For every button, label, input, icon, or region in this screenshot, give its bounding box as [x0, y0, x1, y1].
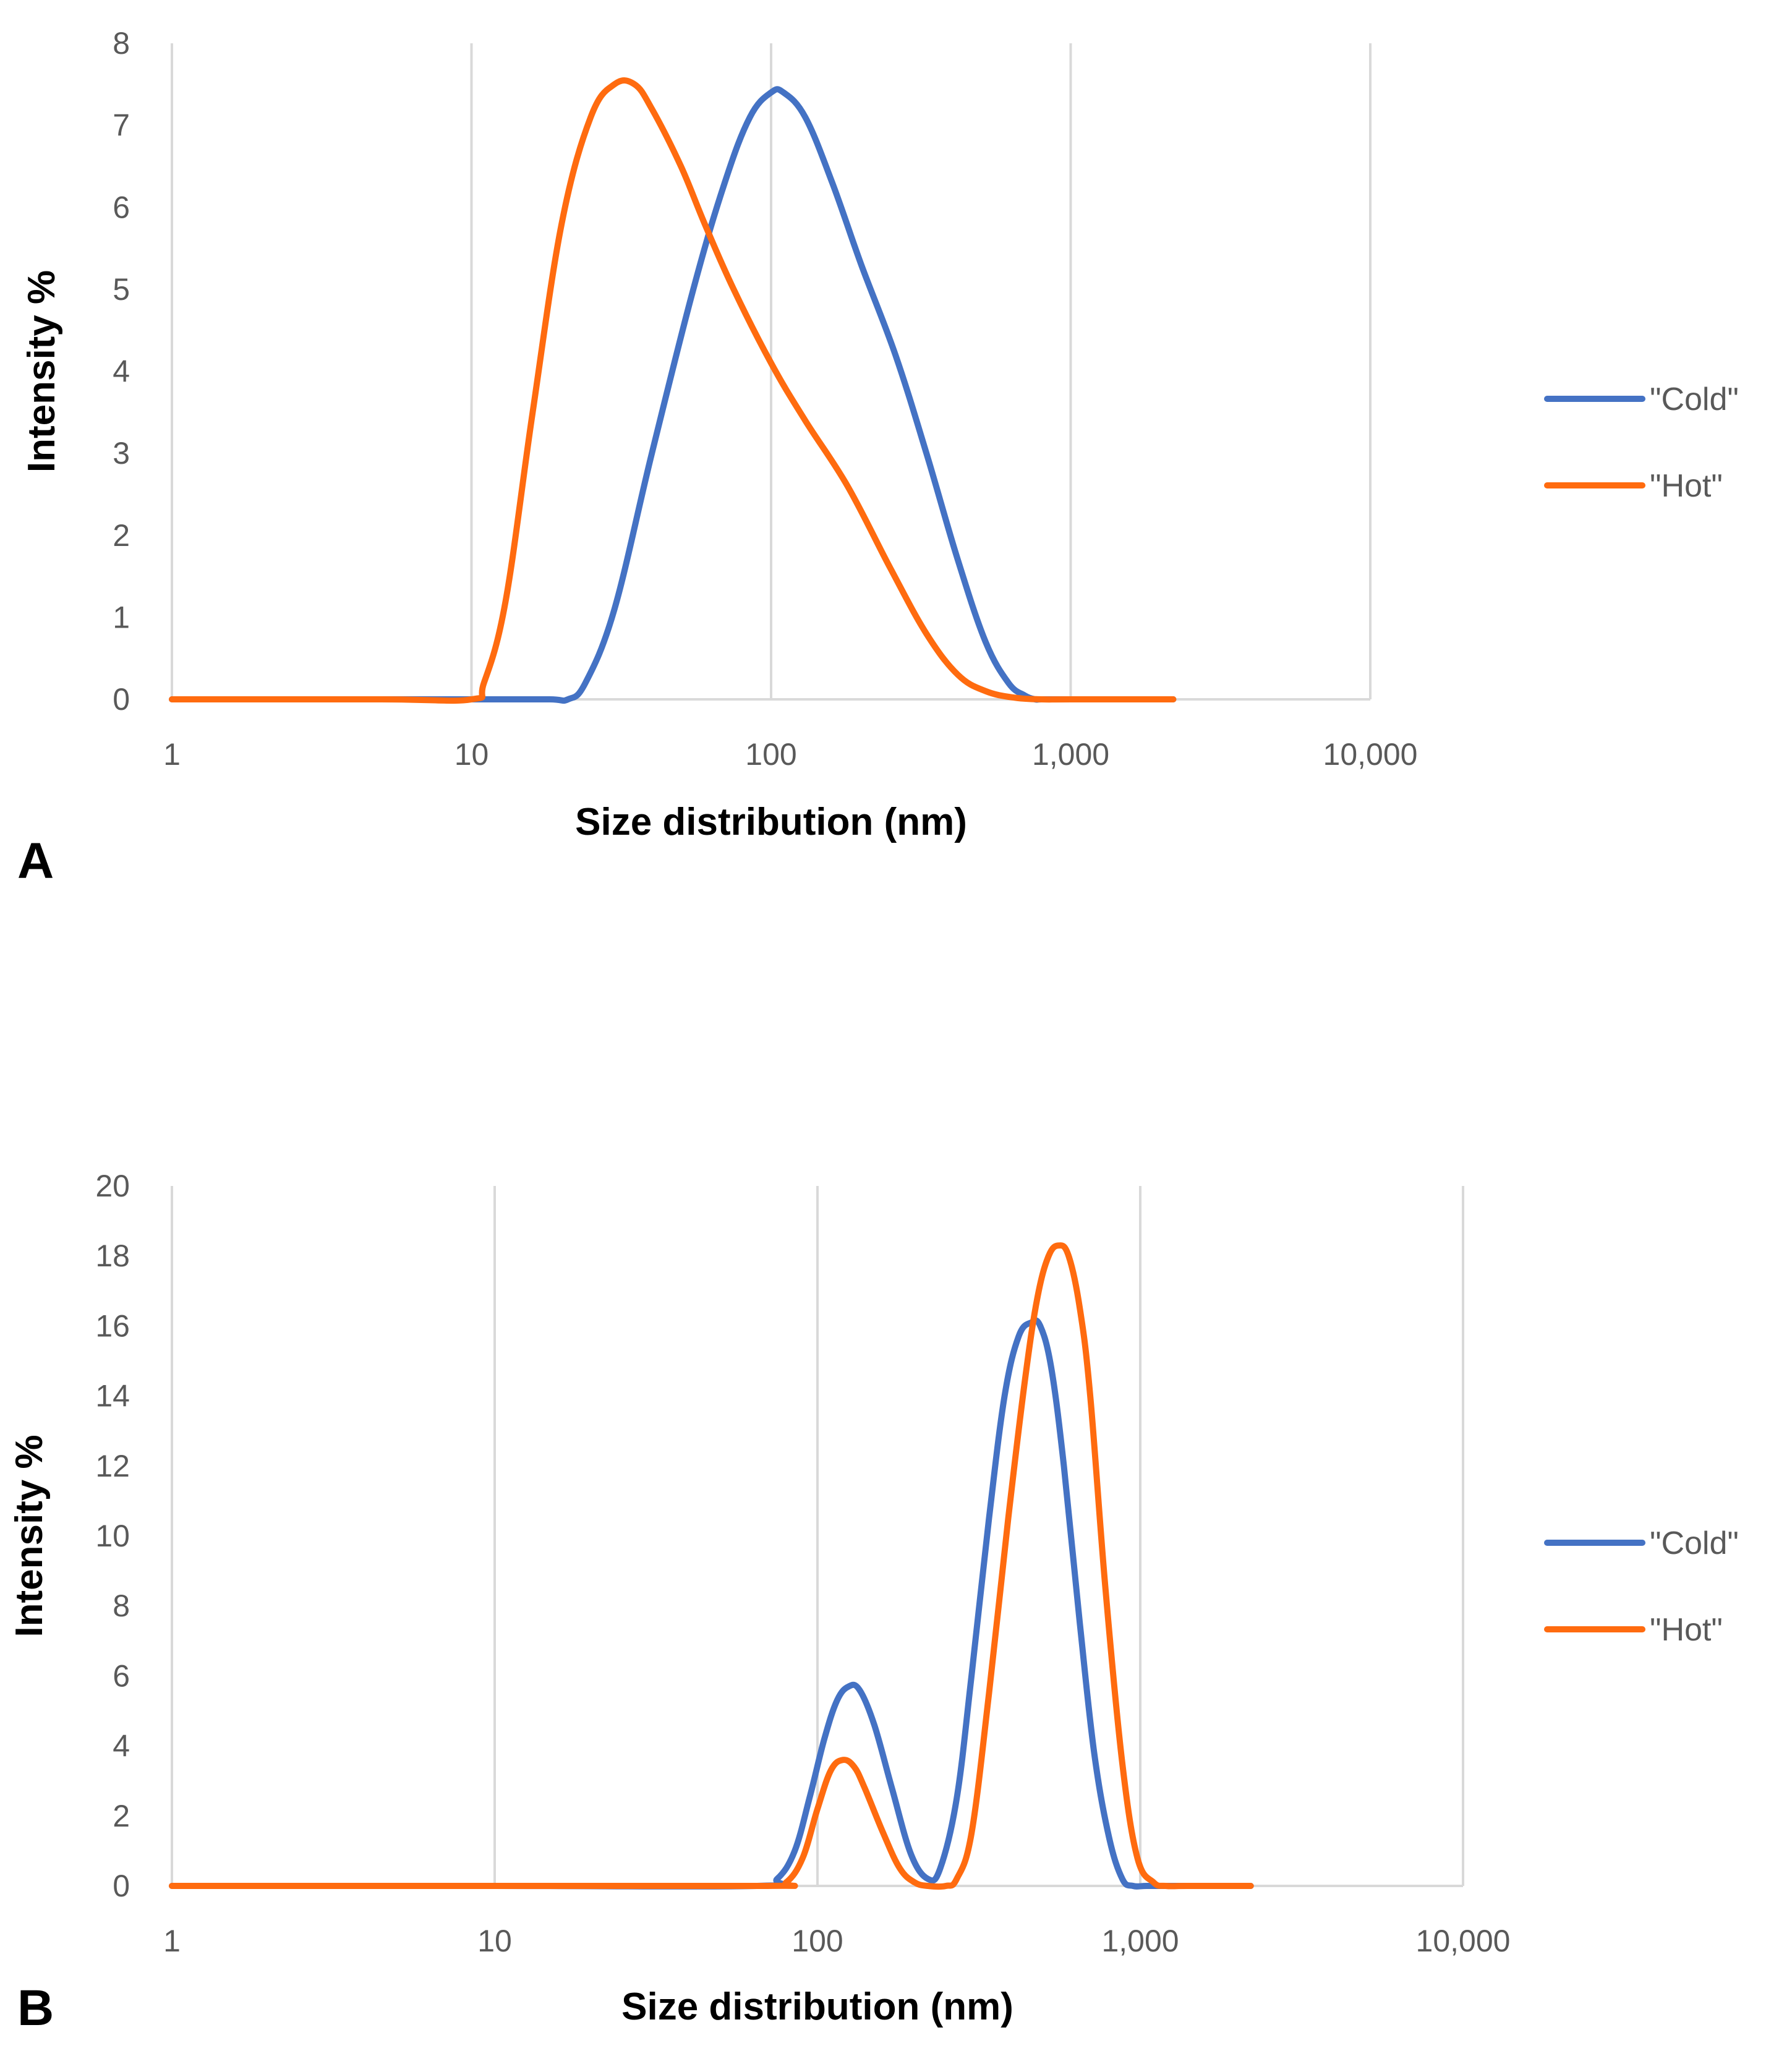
y-tick-label: 2	[113, 1799, 130, 1833]
series-line-hot	[169, 1242, 1254, 1890]
y-tick-label: 14	[95, 1379, 130, 1414]
y-tick-label: 8	[113, 26, 130, 61]
legend-label-cold: "Cold"	[1650, 1525, 1739, 1561]
y-tick-label: 2	[113, 518, 130, 553]
legend-label-hot: "Hot"	[1650, 1612, 1723, 1648]
y-tick-label: 16	[95, 1308, 130, 1343]
x-tick-label: 10,000	[1416, 1924, 1511, 1958]
panel-label: A	[17, 833, 54, 889]
y-tick-label: 12	[95, 1449, 130, 1483]
legend-label-hot: "Hot"	[1650, 468, 1723, 504]
x-tick-label: 10	[454, 737, 489, 772]
x-tick-label: 1,000	[1032, 737, 1109, 772]
legend-label-cold: "Cold"	[1650, 382, 1739, 417]
panel-label: B	[17, 1980, 54, 2036]
y-tick-label: 3	[113, 436, 130, 471]
y-tick-label: 4	[113, 1729, 130, 1763]
x-axis-title: Size distribution (nm)	[575, 801, 967, 843]
x-tick-label: 1	[163, 1924, 181, 1958]
y-tick-label: 8	[113, 1589, 130, 1623]
x-tick-label: 10,000	[1323, 737, 1418, 772]
y-tick-label: 0	[113, 1869, 130, 1903]
y-axis-title: Intensity %	[20, 270, 63, 472]
x-tick-label: 100	[745, 737, 796, 772]
series-line-hot	[169, 77, 1177, 704]
y-tick-label: 10	[95, 1519, 130, 1553]
y-tick-label: 6	[113, 1658, 130, 1693]
x-tick-label: 1	[163, 737, 181, 772]
y-tick-label: 6	[113, 190, 130, 224]
y-tick-label: 0	[113, 682, 130, 717]
y-tick-label: 4	[113, 354, 130, 389]
x-tick-label: 100	[791, 1924, 843, 1958]
y-axis-title: Intensity %	[8, 1435, 51, 1637]
y-tick-label: 20	[95, 1169, 130, 1203]
chart-panel-b: 0 2 4 6 8 10 12 14 16 18 20 1 10 100 1,000 10,000 Size d…	[8, 1169, 1739, 2036]
y-tick-label: 18	[95, 1239, 130, 1273]
series-line-cold	[169, 1317, 1254, 1890]
y-tick-label: 5	[113, 272, 130, 307]
y-tick-label: 7	[113, 108, 130, 143]
x-tick-label: 10	[477, 1924, 512, 1958]
x-tick-label: 1,000	[1101, 1924, 1179, 1958]
x-axis-title: Size distribution (nm)	[621, 1985, 1013, 2028]
y-tick-label: 1	[113, 600, 130, 634]
series-line-cold	[169, 86, 1177, 704]
